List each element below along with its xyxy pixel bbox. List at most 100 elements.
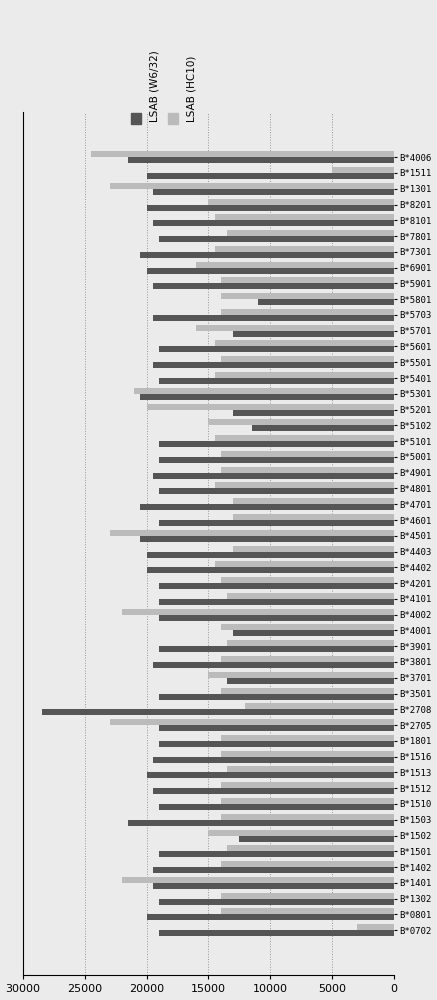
Bar	[153, 662, 394, 668]
Bar	[140, 504, 394, 510]
Bar	[227, 593, 394, 599]
Bar	[258, 299, 394, 305]
Bar	[146, 268, 394, 274]
Bar	[146, 567, 394, 573]
Bar	[128, 820, 394, 826]
Bar	[140, 536, 394, 542]
Bar	[227, 678, 394, 684]
Legend: LSAB (W6/32), LSAB (HC10): LSAB (W6/32), LSAB (HC10)	[127, 48, 201, 128]
Bar	[146, 552, 394, 558]
Bar	[153, 867, 394, 873]
Bar	[153, 220, 394, 226]
Bar	[246, 703, 394, 709]
Bar	[215, 372, 394, 378]
Bar	[221, 577, 394, 583]
Bar	[140, 252, 394, 258]
Bar	[233, 630, 394, 636]
Bar	[233, 410, 394, 416]
Bar	[221, 893, 394, 899]
Bar	[153, 283, 394, 289]
Bar	[146, 205, 394, 211]
Bar	[332, 167, 394, 173]
Bar	[159, 804, 394, 810]
Bar	[221, 277, 394, 283]
Bar	[221, 751, 394, 757]
Bar	[153, 315, 394, 321]
Bar	[153, 883, 394, 889]
Bar	[233, 514, 394, 520]
Bar	[146, 173, 394, 179]
Bar	[159, 236, 394, 242]
Bar	[159, 346, 394, 352]
Bar	[221, 309, 394, 315]
Bar	[159, 615, 394, 621]
Bar	[233, 331, 394, 337]
Bar	[233, 546, 394, 552]
Bar	[140, 394, 394, 400]
Bar	[159, 851, 394, 857]
Bar	[227, 230, 394, 236]
Bar	[252, 425, 394, 431]
Bar	[153, 473, 394, 479]
Bar	[159, 441, 394, 447]
Bar	[221, 861, 394, 867]
Bar	[221, 688, 394, 694]
Bar	[221, 356, 394, 362]
Bar	[221, 798, 394, 804]
Bar	[153, 362, 394, 368]
Bar	[221, 814, 394, 820]
Bar	[159, 725, 394, 731]
Bar	[159, 599, 394, 605]
Bar	[221, 467, 394, 473]
Bar	[221, 782, 394, 788]
Bar	[221, 451, 394, 457]
Bar	[215, 435, 394, 441]
Bar	[159, 457, 394, 463]
Bar	[215, 214, 394, 220]
Bar	[196, 325, 394, 331]
Bar	[208, 830, 394, 836]
Bar	[227, 640, 394, 646]
Bar	[42, 709, 394, 715]
Bar	[221, 656, 394, 662]
Bar	[221, 624, 394, 630]
Bar	[215, 246, 394, 252]
Bar	[128, 157, 394, 163]
Bar	[110, 530, 394, 536]
Bar	[159, 583, 394, 589]
Bar	[159, 694, 394, 700]
Bar	[357, 924, 394, 930]
Bar	[227, 845, 394, 851]
Bar	[221, 735, 394, 741]
Bar	[159, 378, 394, 384]
Bar	[146, 914, 394, 920]
Bar	[196, 262, 394, 268]
Bar	[159, 899, 394, 905]
Bar	[153, 788, 394, 794]
Bar	[134, 388, 394, 394]
Bar	[146, 772, 394, 778]
Bar	[159, 646, 394, 652]
Bar	[215, 340, 394, 346]
Bar	[233, 498, 394, 504]
Bar	[221, 293, 394, 299]
Bar	[208, 672, 394, 678]
Bar	[110, 183, 394, 189]
Bar	[208, 419, 394, 425]
Bar	[159, 520, 394, 526]
Bar	[159, 930, 394, 936]
Bar	[122, 877, 394, 883]
Bar	[122, 609, 394, 615]
Bar	[227, 766, 394, 772]
Bar	[239, 836, 394, 842]
Bar	[146, 404, 394, 410]
Bar	[110, 719, 394, 725]
Bar	[208, 199, 394, 205]
Bar	[159, 741, 394, 747]
Bar	[215, 561, 394, 567]
Bar	[153, 757, 394, 763]
Bar	[215, 482, 394, 488]
Bar	[153, 189, 394, 195]
Bar	[221, 908, 394, 914]
Bar	[91, 151, 394, 157]
